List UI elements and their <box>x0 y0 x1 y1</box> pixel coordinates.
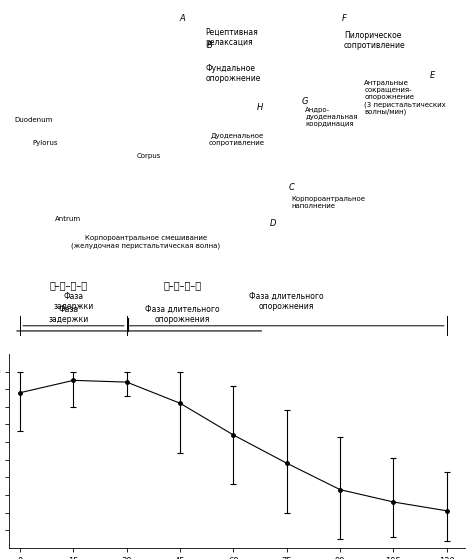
Text: Корпороантральное смешивание
(желудочная перистальтическая волна): Корпороантральное смешивание (желудочная… <box>72 235 220 249</box>
Text: Corpus: Corpus <box>137 153 161 159</box>
Text: Антральные
сокращения-
опорожнение
(3 перистальтических
волны/мин): Антральные сокращения- опорожнение (3 пе… <box>365 80 446 115</box>
Text: D: D <box>270 219 277 228</box>
Text: Duodenum: Duodenum <box>14 117 53 123</box>
Text: F: F <box>341 15 346 23</box>
Text: Дуоденальное
сопротивление: Дуоденальное сопротивление <box>209 133 265 146</box>
Text: Pylorus: Pylorus <box>32 140 58 146</box>
Text: Фаза
задержки: Фаза задержки <box>48 305 89 324</box>
Text: Ⓐ–Ⓑ–Ⓒ–Ⓓ: Ⓐ–Ⓑ–Ⓒ–Ⓓ <box>50 280 88 290</box>
Text: H: H <box>256 103 263 112</box>
Text: C: C <box>289 183 294 192</box>
Text: Корпороантральное
наполнение: Корпороантральное наполнение <box>292 196 365 209</box>
Text: Antrum: Antrum <box>55 216 81 222</box>
Text: E: E <box>430 70 435 79</box>
Text: B: B <box>207 41 212 50</box>
Text: Фундальное
опорожнение: Фундальное опорожнение <box>205 64 261 83</box>
Text: A: A <box>180 15 185 23</box>
Text: Фаза длительного
опорожнения: Фаза длительного опорожнения <box>145 305 220 324</box>
Text: Андро-
дуоденальная
координация: Андро- дуоденальная координация <box>305 107 358 127</box>
Text: G: G <box>302 97 309 106</box>
Text: Ⓔ–Ⓕ–Ⓖ–Ⓗ: Ⓔ–Ⓕ–Ⓖ–Ⓗ <box>164 280 201 290</box>
Text: Рецептивная
релаксация: Рецептивная релаксация <box>205 27 258 47</box>
Text: Пилорическое
сопротивление: Пилорическое сопротивление <box>344 31 406 50</box>
